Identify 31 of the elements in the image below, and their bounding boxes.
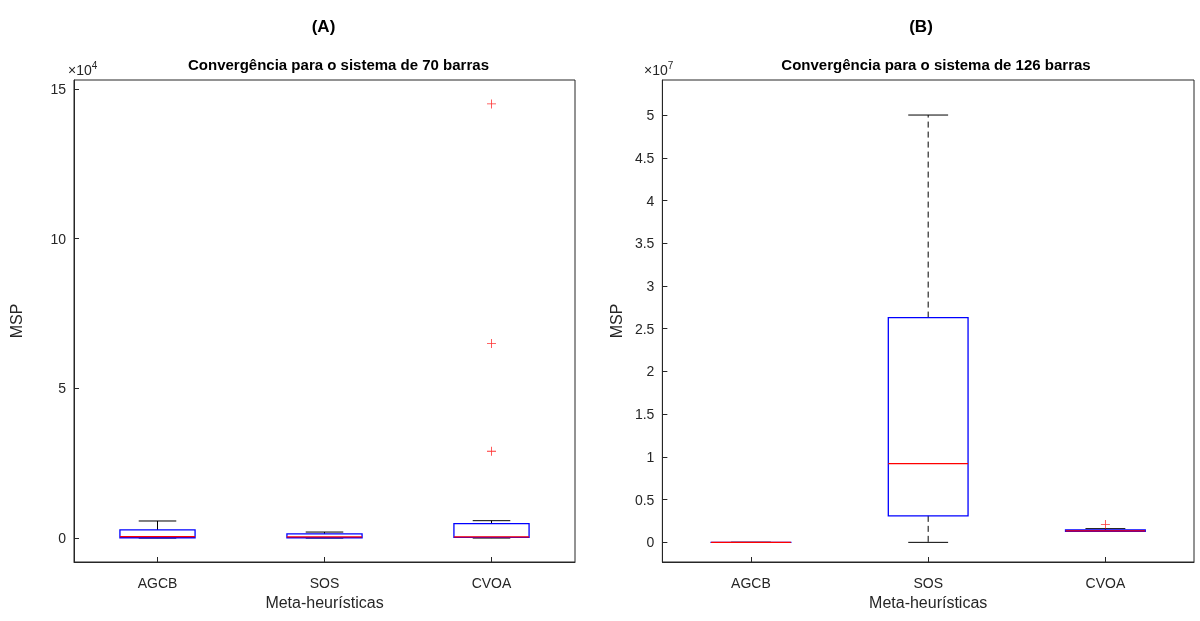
y-axis-title: MSP	[7, 303, 25, 339]
y-tick-label: 5	[646, 107, 655, 124]
x-tick-label: SOS	[913, 575, 943, 591]
x-axis-title: Meta-heurísticas	[265, 594, 384, 612]
y-tick-label: 1.5	[634, 406, 655, 423]
y-tick-label: 4	[646, 192, 655, 209]
chart-subtitle: Convergência para o sistema de 126 barras	[781, 56, 1091, 73]
x-tick-label: SOS	[309, 575, 340, 591]
y-tick-label: 10	[50, 230, 67, 247]
y-axis-title: MSP	[607, 303, 625, 339]
text: ×10$^{7}$	[644, 60, 674, 78]
y-tick-label: 0	[58, 530, 67, 547]
chart-subtitle: Convergência para o sistema de 70 barras	[188, 56, 489, 73]
y-tick-label: 4.5	[634, 149, 655, 166]
y-tick-label: 3.5	[634, 235, 655, 252]
y-tick-label: 1	[646, 448, 655, 465]
y-tick-label: 5	[58, 380, 67, 397]
y-tick-label: 15	[50, 80, 67, 97]
x-axis-title: Meta-heurísticas	[869, 594, 988, 612]
text: ×10$^{4}$	[68, 60, 98, 78]
y-tick-label: 0	[646, 534, 655, 551]
x-tick-label: AGCB	[731, 575, 771, 591]
x-tick-label: CVOA	[1085, 575, 1126, 591]
chart-title: (B)	[909, 17, 933, 37]
x-tick-label: AGCB	[137, 575, 178, 591]
chart-title: (A)	[311, 17, 336, 37]
x-tick-label: CVOA	[471, 575, 512, 591]
y-tick-label: 2.5	[634, 320, 655, 337]
y-tick-label: 0.5	[634, 491, 655, 508]
y-tick-label: 2	[646, 363, 655, 380]
y-tick-label: 3	[646, 277, 655, 294]
